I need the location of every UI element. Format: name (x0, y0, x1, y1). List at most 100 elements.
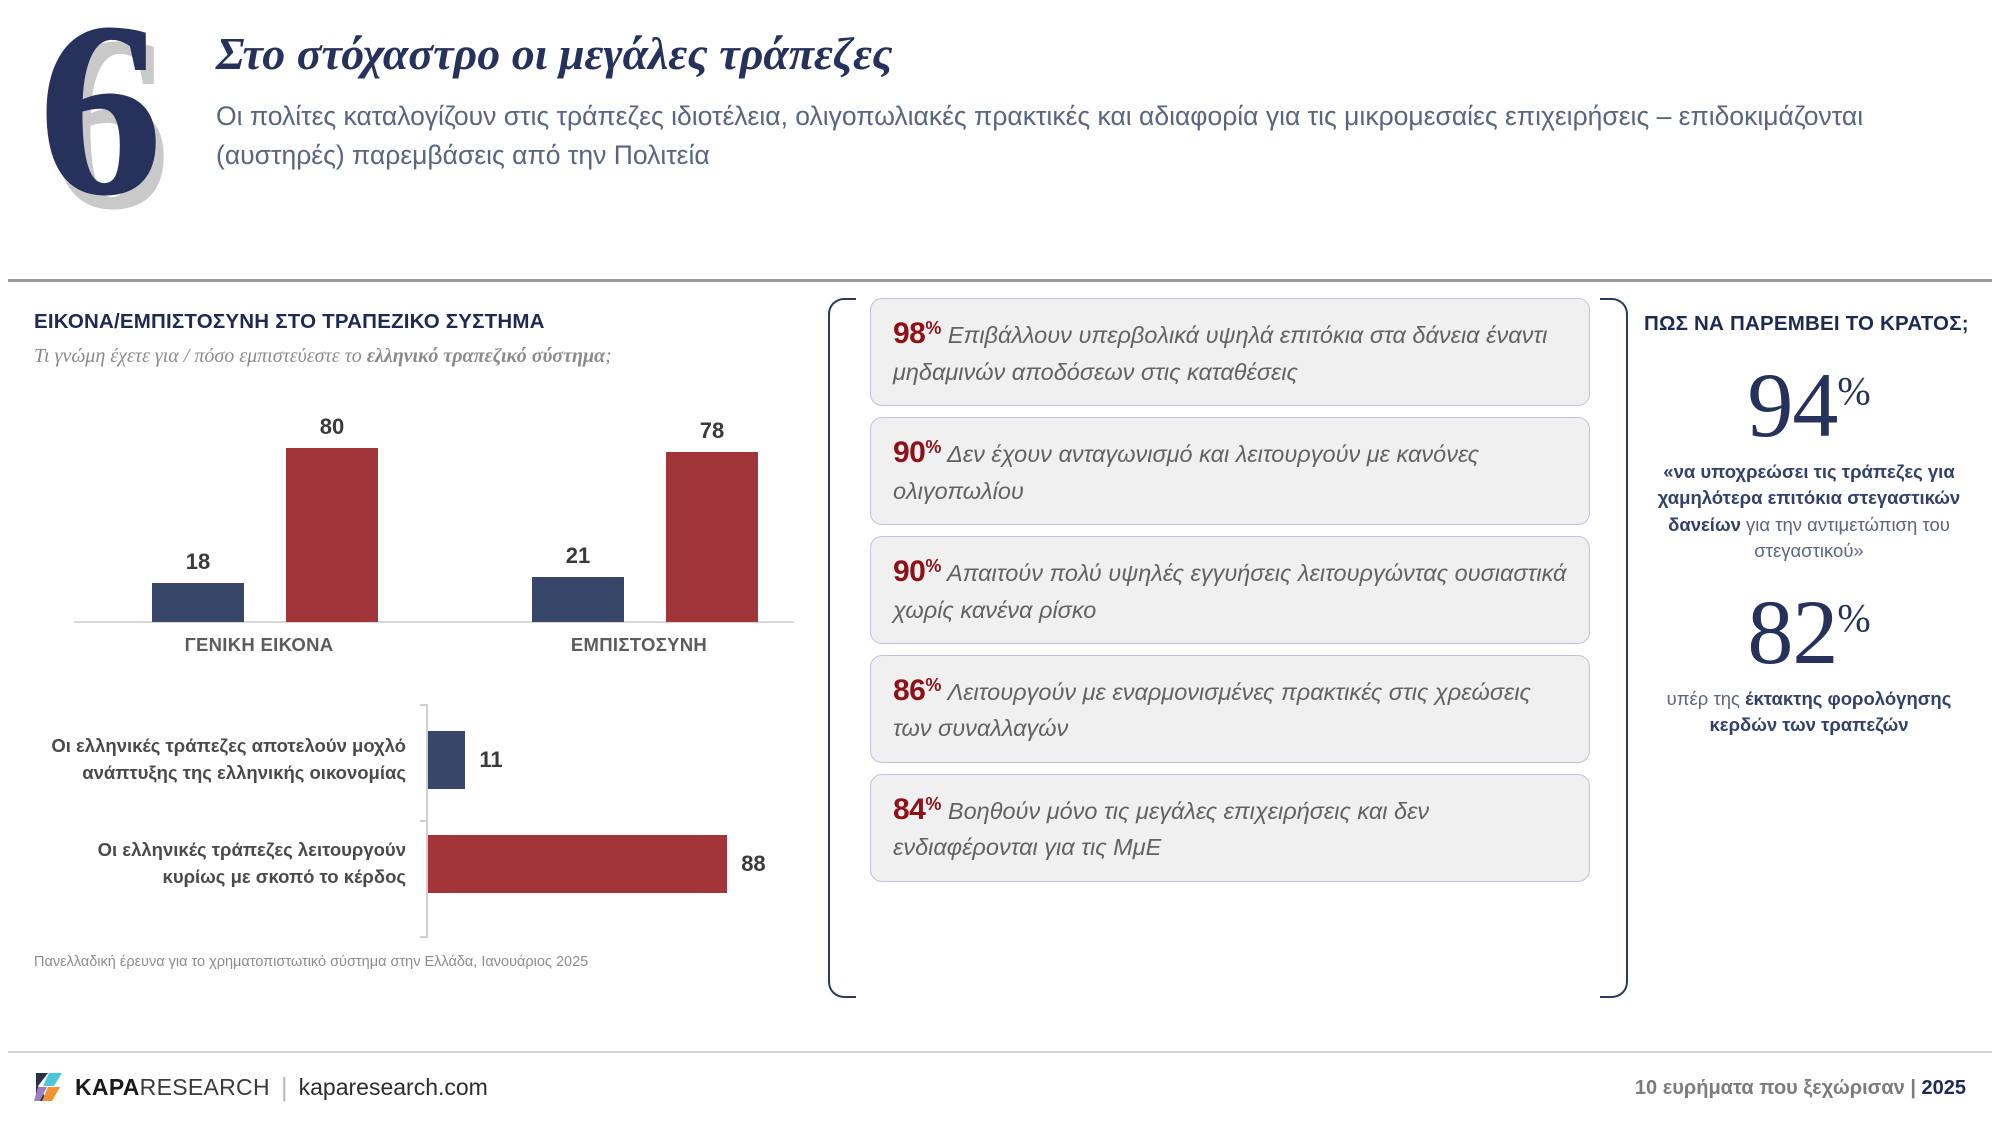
bar-value-label: 18 (185, 549, 211, 575)
source-note: Πανελλαδική έρευνα για το χρηματοπιστωτι… (34, 954, 589, 971)
hbar-rect (428, 835, 728, 894)
left-column: ΕΙΚΟΝΑ/ΕΜΠΙΣΤΟΣΥΝΗ ΣΤΟ ΤΡΑΠΕΖΙΚΟ ΣΥΣΤΗΜΑ… (34, 310, 824, 970)
finding-card-text: 90% Απαιτούν πολύ υψηλές εγγυήσεις λειτο… (893, 551, 1567, 627)
bar-trust-negative: 78 (666, 418, 758, 623)
left-section-subtitle: Τι γνώμη έχετε για / πόσο εμπιστεύεστε τ… (34, 342, 824, 370)
finding-percent-value: 86 (893, 673, 926, 707)
finding-card: 90% Δεν έχουν ανταγωνισμό και λειτουργού… (870, 416, 1590, 525)
percent-sign: % (925, 556, 942, 577)
section-number-front: 6 (38, 0, 163, 248)
findings-card-list: 98% Επιβάλλουν υπερβολικά υψηλά επιτόκια… (870, 298, 1590, 893)
hbar-label: Οι ελληνικές τράπεζες αποτελούν μοχλό αν… (51, 735, 406, 784)
percent-sign: % (925, 318, 942, 339)
brand-divider: | (280, 1071, 288, 1102)
finding-card-text: 98% Επιβάλλουν υπερβολικά υψηλά επιτόκια… (893, 313, 1567, 389)
percent-sign: % (925, 793, 942, 814)
finding-card: 90% Απαιτούν πολύ υψηλές εγγυήσεις λειτο… (870, 535, 1590, 644)
bar-group-trust: 21 78 (474, 404, 804, 623)
finding-card-text: 86% Λειτουργούν με εναρμονισμένες πρακτι… (893, 670, 1567, 746)
footer-series-label: 10 ευρήματα που ξεχώρισαν | 2025 (1635, 1077, 1966, 1100)
finding-card: 84% Βοηθούν μόνο τις μεγάλες επιχειρήσει… (870, 773, 1590, 882)
hbar-value-label: 11 (479, 747, 503, 773)
page-header: 6 6 Στο στόχαστρο οι μεγάλες τράπεζες Οι… (0, 0, 2000, 282)
brand-name-research: RESEARCH (139, 1073, 270, 1100)
stat-caption-bold: έκτακτης φορολόγησης κερδών των τραπεζών (1709, 688, 1952, 736)
bar-rect (666, 452, 758, 623)
bar-trust-positive: 21 (532, 543, 624, 623)
axis-tick-top (420, 704, 428, 707)
vertical-chart-axis (74, 621, 794, 624)
hbar-row-profit-motive: Οι ελληνικές τράπεζες λειτουργούν κυρίως… (34, 814, 824, 914)
percent-sign: % (925, 675, 942, 696)
bar-group-general-image: 18 80 (94, 404, 424, 623)
stat-caption-bold: «να υποχρεώσει τις τράπεζες για χαμηλότε… (1657, 461, 1961, 535)
category-label-trust: ΕΜΠΙΣΤΟΣΥΝΗ (570, 634, 708, 656)
category-label-general-image: ΓΕΝΙΚΗ ΕΙΚΟΝΑ (184, 634, 334, 656)
footer-year: 2025 (1921, 1077, 1967, 1099)
stat-block-94: 94% «να υποχρεώσει τις τράπεζες για χαμη… (1644, 359, 1974, 564)
stat-caption-light: για την αντιμετώπιση του στεγαστικού» (1740, 513, 1950, 561)
page-footer: KAPA RESEARCH | kaparesearch.com 10 ευρή… (0, 1051, 2000, 1125)
horizontal-bar-chart: Οι ελληνικές τράπεζες αποτελούν μοχλό αν… (34, 704, 824, 939)
bar-value-label: 80 (319, 414, 345, 439)
page-subtitle: Οι πολίτες καταλογίζουν στις τράπεζες ιδ… (216, 100, 1864, 171)
finding-card: 98% Επιβάλλουν υπερβολικά υψηλά επιτόκια… (870, 298, 1590, 406)
finding-description: Λειτουργούν με εναρμονισμένες πρακτικές … (893, 678, 1531, 742)
stat-number: 94 (1747, 354, 1838, 457)
footer-series-text: 10 ευρήματα που ξεχώρισαν | (1634, 1077, 1922, 1099)
finding-description: Δεν έχουν ανταγωνισμό και λειτουργούν με… (893, 440, 1480, 504)
finding-percent-value: 90 (893, 435, 926, 469)
brand-block: KAPA RESEARCH | kaparesearch.com (34, 1071, 488, 1103)
brand-name-kapa: KAPA (75, 1073, 140, 1100)
page-title: Στο στόχαστρο οι μεγάλες τράπεζες (216, 28, 893, 79)
left-subtitle-bold: ελληνικό τραπεζικό σύστημα (366, 345, 606, 367)
left-section-title: ΕΙΚΟΝΑ/ΕΜΠΙΣΤΟΣΥΝΗ ΣΤΟ ΤΡΑΠΕΖΙΚΟ ΣΥΣΤΗΜΑ (34, 310, 545, 333)
brand-website-link[interactable]: kaparesearch.com (298, 1073, 488, 1100)
stat-number: 82 (1747, 581, 1838, 684)
stat-caption-94: «να υποχρεώσει τις τράπεζες για χαμηλότε… (1644, 459, 1974, 564)
finding-card-text: 90% Δεν έχουν ανταγωνισμό και λειτουργού… (893, 432, 1567, 508)
stat-value-82: 82% (1644, 586, 1974, 678)
finding-description: Επιβάλλουν υπερβολικά υψηλά επιτόκια στα… (893, 322, 1548, 385)
bar-general-image-negative: 80 (286, 414, 378, 623)
finding-percent-value: 84 (893, 792, 926, 826)
stat-caption-82: υπέρ της έκτακτης φορολόγησης κερδών των… (1644, 686, 1974, 739)
bracket-left-decoration (828, 298, 856, 998)
section-number: 6 6 (38, 0, 228, 249)
finding-description: Απαιτούν πολύ υψηλές εγγυήσεις λειτουργώ… (893, 559, 1567, 623)
footer-divider (8, 1051, 1992, 1053)
bar-value-label: 21 (565, 542, 591, 568)
finding-card-text: 84% Βοηθούν μόνο τις μεγάλες επιχειρήσει… (893, 789, 1567, 865)
finding-description: Βοηθούν μόνο τις μεγάλες επιχειρήσεις κα… (893, 797, 1430, 861)
bar-rect (152, 583, 244, 623)
section-number-shadow: 6 (46, 0, 171, 262)
hbar-value-label: 88 (741, 851, 766, 877)
hbar-rect (428, 731, 466, 790)
percent-sign: % (1837, 368, 1871, 414)
bar-rect (286, 448, 378, 623)
finding-percent-value: 98 (893, 317, 926, 350)
stat-value-94: 94% (1644, 359, 1974, 451)
right-column: ΠΩΣ ΝΑ ΠΑΡΕΜΒΕΙ ΤΟ ΚΡΑΤΟΣ; 94% «να υποχρ… (1644, 310, 1974, 739)
stat-caption-light: υπέρ της (1666, 688, 1746, 710)
axis-tick-mid (420, 820, 428, 823)
hbar-row-growth-lever: Οι ελληνικές τράπεζες αποτελούν μοχλό αν… (34, 710, 824, 810)
hbar-label: Οι ελληνικές τράπεζες λειτουργούν κυρίως… (97, 839, 406, 888)
header-text-block: Στο στόχαστρο οι μεγάλες τράπεζες Οι πολ… (216, 28, 1960, 176)
finding-percent-value: 90 (893, 554, 926, 588)
finding-card: 86% Λειτουργούν με εναρμονισμένες πρακτι… (870, 654, 1590, 763)
bracket-right-decoration (1600, 298, 1628, 998)
bar-general-image-positive: 18 (152, 549, 244, 623)
axis-tick-bottom (420, 936, 428, 939)
left-subtitle-end: ; (605, 345, 612, 367)
kapa-logo-icon (34, 1071, 66, 1103)
left-subtitle-plain: Τι γνώμη έχετε για / πόσο εμπιστεύεστε τ… (34, 345, 367, 367)
stat-block-82: 82% υπέρ της έκτακτης φορολόγησης κερδών… (1644, 586, 1974, 739)
header-divider (8, 279, 1992, 282)
bar-value-label: 78 (699, 418, 725, 444)
vertical-bar-chart: 18 80 21 78 ΓΕΝΙΚΗ ΕΙΚΟΝΑ ΕΜ (34, 392, 824, 664)
percent-sign: % (925, 437, 942, 458)
right-section-title: ΠΩΣ ΝΑ ΠΑΡΕΜΒΕΙ ΤΟ ΚΡΑΤΟΣ; (1644, 312, 1969, 335)
bar-rect (532, 576, 624, 623)
percent-sign: % (1837, 595, 1871, 641)
